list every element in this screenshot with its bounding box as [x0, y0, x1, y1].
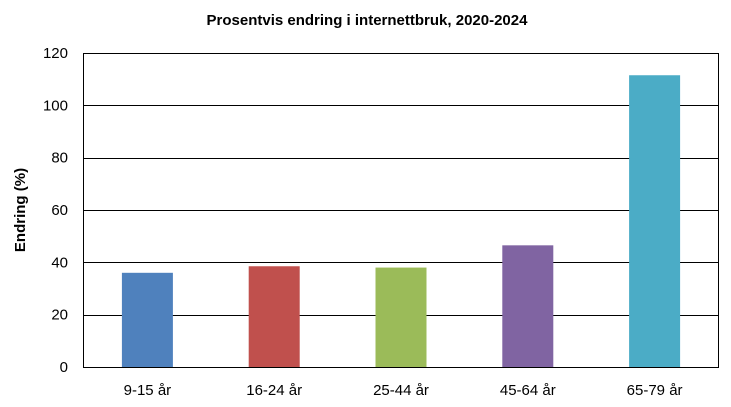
x-tick-label: 25-44 år — [373, 382, 429, 399]
bar — [375, 267, 427, 367]
y-tick-label: 0 — [60, 359, 68, 376]
bar — [121, 272, 173, 367]
y-tick-label: 80 — [51, 150, 68, 167]
x-tick-label: 65-79 år — [627, 382, 683, 399]
x-tick-label: 16-24 år — [246, 382, 302, 399]
y-tick-label: 40 — [51, 254, 68, 271]
x-tick-label: 45-64 år — [500, 382, 556, 399]
bar — [502, 245, 554, 367]
y-axis-label: Endring (%) — [12, 168, 29, 252]
y-tick-label: 20 — [51, 307, 68, 324]
bars — [121, 75, 681, 367]
x-tick-label: 9-15 år — [124, 382, 172, 399]
chart-title: Prosentvis endring i internettbruk, 2020… — [207, 12, 529, 29]
y-tick-label: 60 — [51, 202, 68, 219]
y-tick-label: 120 — [43, 45, 68, 62]
plot-frame — [83, 53, 719, 368]
x-tick-labels: 9-15 år 16-24 år 25-44 år 45-64 år 65-79 år — [124, 382, 683, 399]
y-tick-labels: 0 20 40 60 80 100 120 — [43, 45, 68, 376]
y-tick-label: 100 — [43, 97, 68, 114]
bar — [629, 75, 681, 367]
bar — [248, 266, 300, 367]
